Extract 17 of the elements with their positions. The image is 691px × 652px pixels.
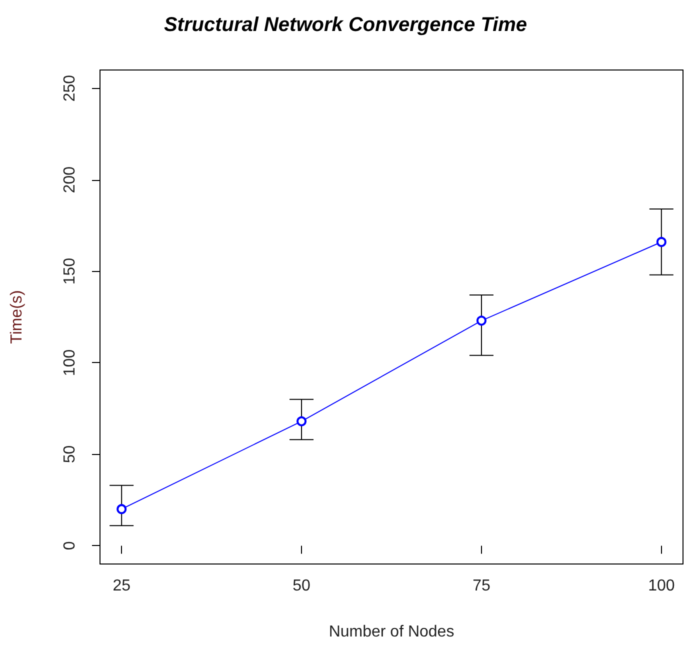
y-tick-label: 150 bbox=[62, 258, 78, 285]
x-tick-label: 50 bbox=[292, 578, 311, 594]
point bbox=[296, 416, 307, 426]
point bbox=[476, 316, 486, 326]
x-axis-title: Number of Nodes bbox=[328, 624, 454, 640]
y-axis-title: Time(s) bbox=[8, 290, 26, 344]
x-tick-label: 75 bbox=[472, 578, 490, 594]
x-tick-label: 100 bbox=[648, 578, 675, 594]
x-tick-label: 25 bbox=[112, 578, 131, 594]
y-tick-label: 200 bbox=[62, 166, 78, 194]
chart-title: Structural Network Convergence Time bbox=[164, 14, 528, 36]
y-tick-label: 0 bbox=[62, 541, 78, 550]
y-tick-label: 50 bbox=[62, 445, 78, 464]
y-tick-label: 100 bbox=[62, 349, 78, 376]
point bbox=[116, 504, 127, 514]
y-tick-label: 250 bbox=[62, 74, 78, 102]
point bbox=[656, 236, 666, 247]
